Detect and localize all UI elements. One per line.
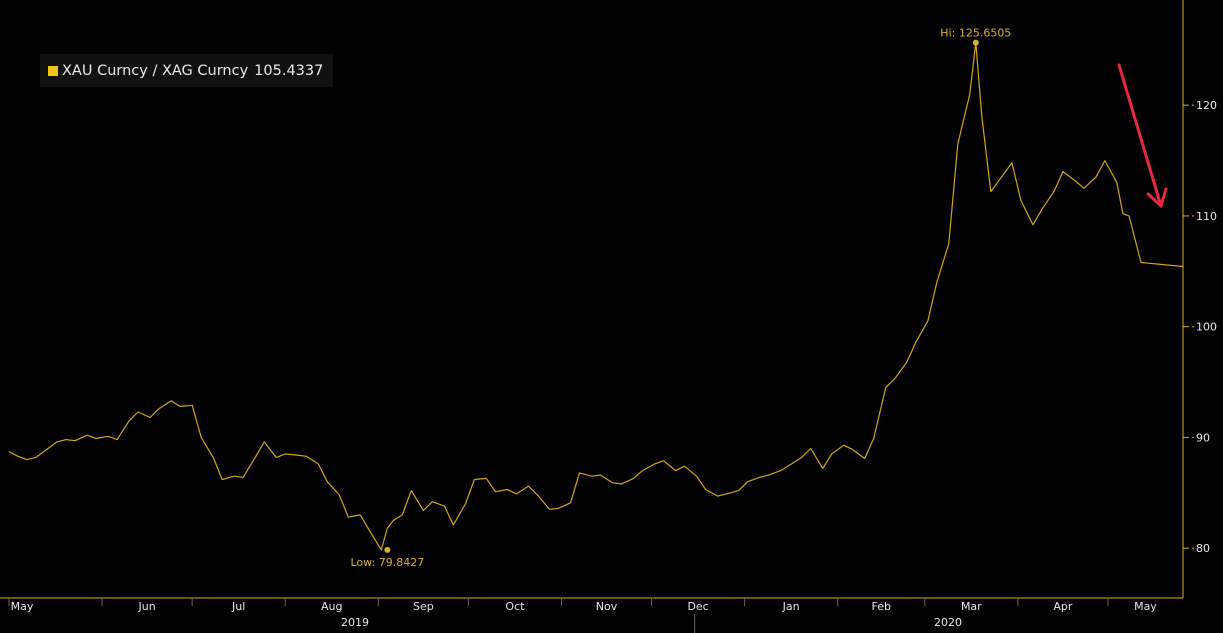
- x-tick-label: Apr: [1053, 600, 1073, 613]
- x-tick-label: Sep: [413, 600, 434, 613]
- x-axis: May Jun Jul Aug Sep Oct Nov Dec Jan Feb Mar Apr May: [8, 598, 1157, 633]
- y-tick-label: 120: [1196, 99, 1217, 112]
- extreme-annotations: Hi: 125.6505 Low: 79.8427: [350, 27, 1011, 569]
- y-tick-label: 90: [1196, 431, 1210, 444]
- x-tick-label: Jun: [138, 600, 156, 613]
- high-annotation-label: Hi: 125.6505: [940, 27, 1011, 40]
- x-tick-label: Nov: [596, 600, 618, 613]
- low-point-marker: [384, 546, 391, 553]
- trend-arrow: [1117, 63, 1168, 208]
- x-tick-label: Feb: [872, 600, 891, 613]
- year-labels: 2019 2020: [341, 616, 962, 629]
- x-tick-label: Mar: [961, 600, 982, 613]
- arrow-head-right: [1159, 187, 1168, 208]
- legend: XAU Curncy / XAG Curncy 105.4337: [40, 54, 333, 87]
- x-tick-label: Jul: [231, 600, 245, 613]
- x-tick-label: Aug: [321, 600, 342, 613]
- arrow-shaft: [1117, 63, 1163, 208]
- legend-swatch: [48, 65, 58, 76]
- y-tick-label: 110: [1196, 210, 1217, 223]
- series-line-xau-xag: [8, 42, 1184, 551]
- low-annotation-label: Low: 79.8427: [350, 556, 424, 569]
- x-tick-label: Oct: [505, 600, 525, 613]
- legend-series-label: XAU Curncy / XAG Curncy: [62, 62, 249, 79]
- y-axis: 80 90 100 110 120: [1183, 99, 1217, 555]
- high-point-marker: [972, 39, 979, 46]
- y-tick-label: 80: [1196, 542, 1210, 555]
- x-tick-label: Dec: [687, 600, 708, 613]
- year-label: 2020: [934, 616, 962, 629]
- arrow-head-left: [1146, 192, 1163, 208]
- x-tick-label: Jan: [782, 600, 800, 613]
- legend-last-value: 105.4337: [254, 62, 324, 79]
- year-label: 2019: [341, 616, 369, 629]
- x-tick-label: May: [1134, 600, 1157, 613]
- x-tick-label: May: [11, 600, 34, 613]
- y-tick-label: 100: [1196, 321, 1217, 334]
